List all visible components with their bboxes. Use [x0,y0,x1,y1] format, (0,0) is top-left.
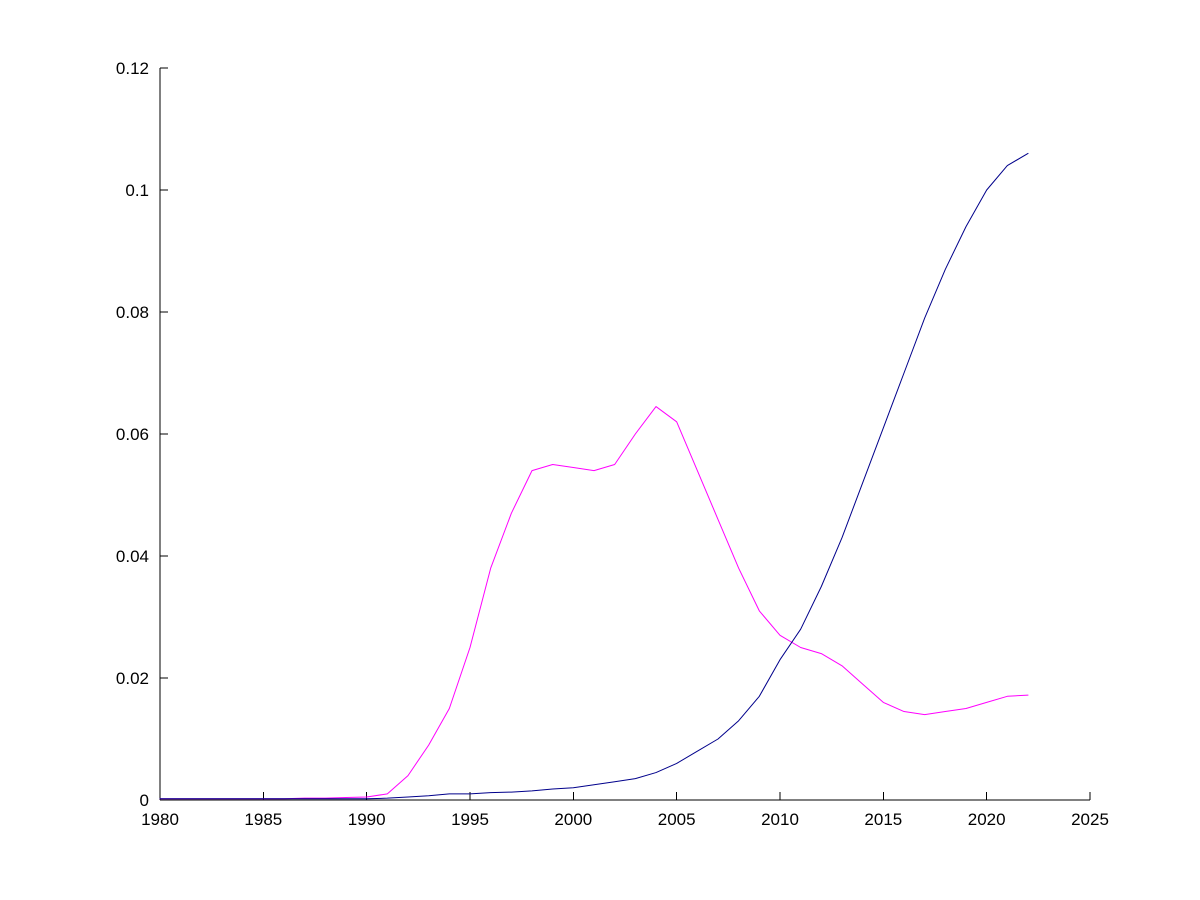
blue-series-line [159,152,1029,800]
y-tick-label: 0.12 [116,59,149,78]
y-tick-label: 0.04 [116,547,149,566]
x-tick-label: 2025 [1071,810,1109,829]
x-tick-label: 1995 [451,810,489,829]
x-tick-label: 1985 [244,810,282,829]
x-tick-label: 2000 [554,810,592,829]
y-tick-label: 0.08 [116,303,149,322]
axes-layer [159,67,1091,801]
x-tick-label: 2010 [761,810,799,829]
x-tick-label: 1980 [141,810,179,829]
labels-layer: 0 0.02 0.04 0.06 0.08 0.1 0.12 1980 1985 1990 1995… [116,59,1109,829]
x-tick-label: 2020 [968,810,1006,829]
y-tick-label: 0.06 [116,425,149,444]
x-tick-label: 2015 [864,810,902,829]
series-layer [159,152,1029,800]
y-tick-label: 0.02 [116,669,149,688]
y-tick-label: 0.1 [125,181,149,200]
y-tick-label: 0 [140,791,149,810]
x-tick-label: 2005 [658,810,696,829]
x-tick-label: 1990 [348,810,386,829]
magenta-series-line [159,406,1029,800]
